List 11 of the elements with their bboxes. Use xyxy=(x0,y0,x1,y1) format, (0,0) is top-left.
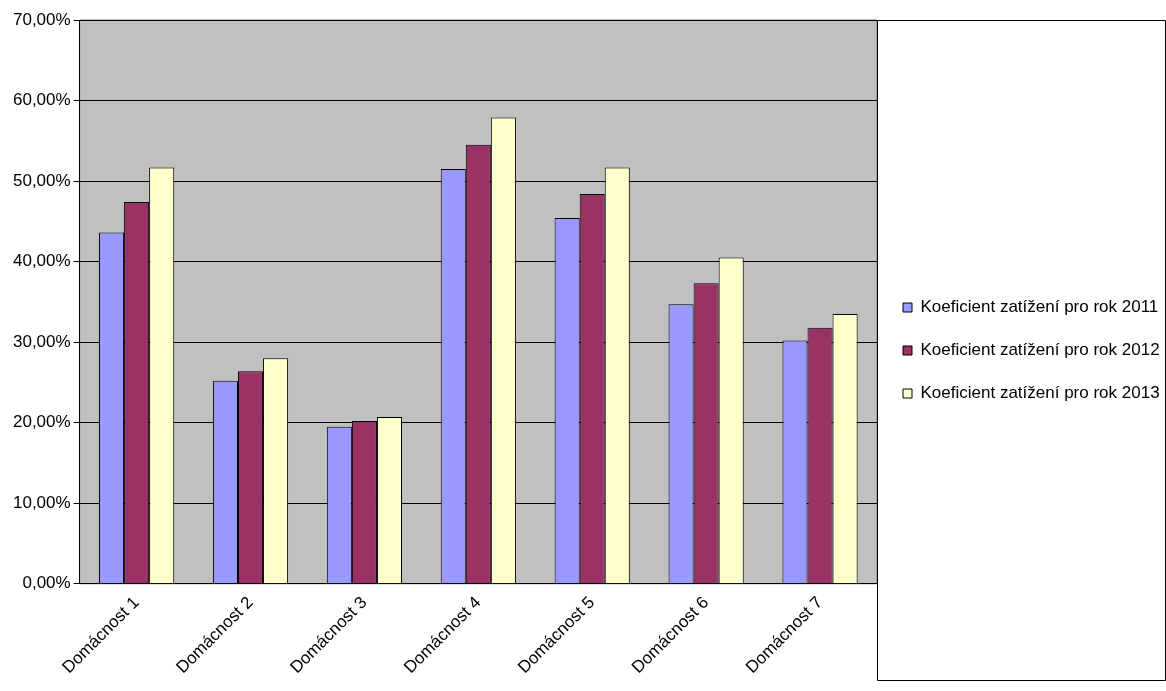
legend-label: Koeficient zatížení pro rok 2013 xyxy=(920,383,1160,403)
legend-label: Koeficient zatížení pro rok 2012 xyxy=(920,340,1160,360)
y-tick-label: 50,00% xyxy=(12,170,71,190)
y-tick-label: 0,00% xyxy=(22,573,71,593)
legend-label: Koeficient zatížení pro rok 2011 xyxy=(920,297,1159,317)
y-tick-label: 10,00% xyxy=(12,492,71,512)
y-tick-label: 20,00% xyxy=(12,412,71,432)
y-tick-label: 70,00% xyxy=(12,9,71,29)
y-tick-label: 60,00% xyxy=(12,90,71,110)
y-tick-label: 30,00% xyxy=(12,331,71,351)
y-tick-label: 40,00% xyxy=(12,251,71,271)
